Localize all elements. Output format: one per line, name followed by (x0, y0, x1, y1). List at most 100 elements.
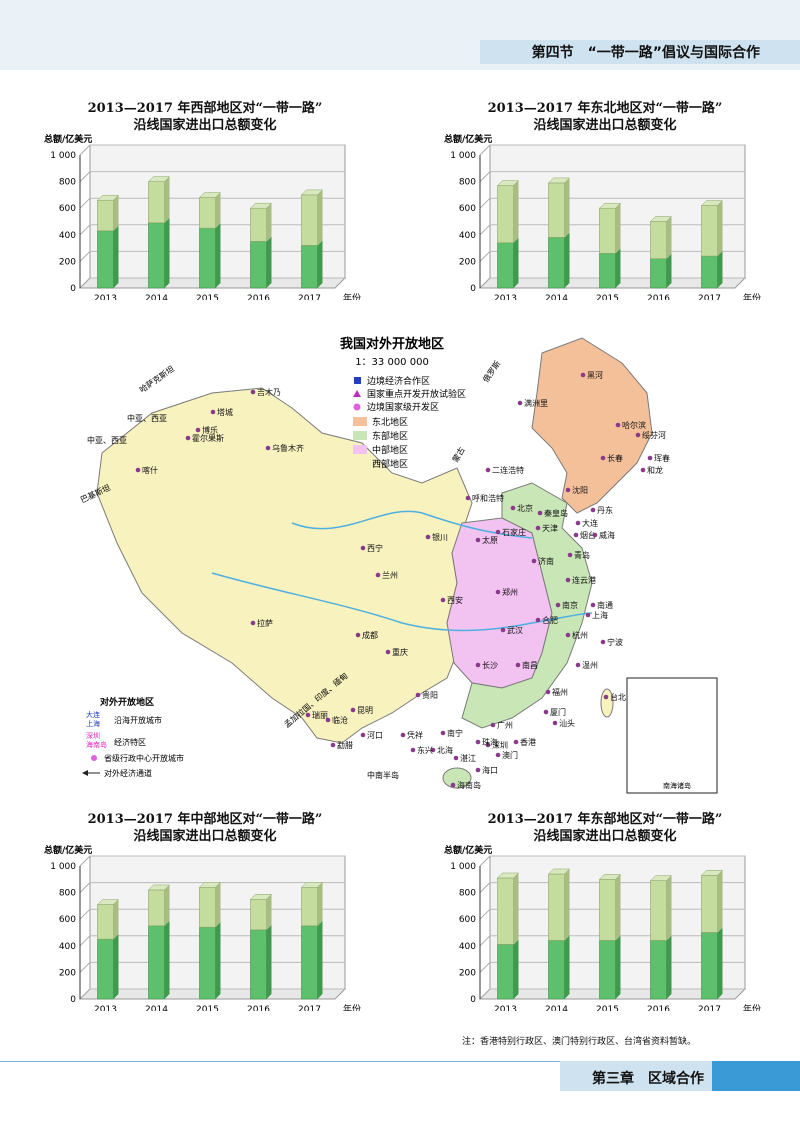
inset-label: 南海诸岛 (663, 781, 691, 790)
x-tick-label: 2014 (145, 1005, 168, 1011)
x-tick-label: 2017 (298, 294, 321, 300)
x-tick-label: 2015 (596, 1005, 619, 1011)
hainan-island (442, 767, 472, 789)
grid-line-diag (79, 251, 91, 262)
yangtze-river (211, 572, 593, 632)
bar-export-side (215, 223, 221, 288)
bar-import (599, 879, 616, 941)
city-dot (515, 662, 521, 668)
x-tick-label: 2015 (196, 294, 219, 300)
bar-import (148, 889, 165, 927)
bar-top (198, 192, 222, 198)
x-tick-label: 2017 (298, 1005, 321, 1011)
city-dot (350, 707, 356, 713)
bar-export-side (317, 240, 323, 288)
city-label: 兰州 (382, 570, 398, 580)
bar-export (148, 222, 165, 289)
bar-top (496, 872, 520, 879)
bar-top (598, 874, 622, 880)
y-tick-label: 800 (459, 889, 476, 899)
city-dot (537, 510, 543, 516)
chart-northeast: 2013—2017 年东北地区对“一带一路” 沿线国家进出口总额变化 0 200 4… (440, 100, 770, 300)
open-legend-title: 对外开放地区 (100, 696, 154, 708)
legend-sample: 深圳 (86, 731, 100, 740)
city-dot (415, 692, 421, 698)
bar-import-side (717, 870, 723, 933)
x-tick-label: 2014 (145, 294, 168, 300)
bar-import (701, 875, 718, 933)
x-tick-label: 2016 (647, 294, 670, 300)
city-label: 南昌 (522, 660, 538, 670)
legend-swatch (353, 390, 361, 397)
city-label: 绥芬河 (642, 430, 666, 440)
grid-line-diag (479, 171, 491, 182)
bar-export (599, 253, 616, 289)
city-label: 深圳 (492, 740, 508, 750)
grid-line-diag (79, 988, 91, 1000)
city-label: 喀什 (142, 465, 158, 475)
city-label: 香港 (520, 737, 536, 747)
city-label: 长沙 (482, 660, 498, 670)
city-dot (250, 389, 256, 395)
bar-export-side (113, 225, 119, 288)
legend-swatch (91, 755, 97, 761)
city-label: 济南 (538, 556, 554, 566)
bar-export-side (266, 236, 272, 288)
city-label: 博乐 (202, 425, 218, 435)
city-dot (635, 432, 641, 438)
city-dot (475, 739, 481, 745)
bar-import-side (666, 216, 672, 259)
city-label: 霍尔果斯 (192, 433, 224, 443)
city-dot (410, 747, 416, 753)
legend-label: 东部地区 (372, 430, 408, 442)
city-label: 湛江 (460, 754, 476, 763)
legend-swatch (353, 403, 361, 411)
city-dot (475, 662, 481, 668)
bar-export (650, 940, 667, 1000)
city-label: 昆明 (357, 706, 373, 715)
y-tick-label: 800 (59, 178, 76, 188)
city-dot (360, 732, 366, 738)
city-label: 武汉 (507, 625, 523, 635)
bar-export (548, 237, 565, 289)
x-tick-label: 2016 (247, 1005, 270, 1011)
y-tick-label: 1 000 (50, 862, 76, 872)
bar-export-side (666, 935, 672, 999)
city-label: 临沧 (332, 715, 348, 725)
data-note: 注：香港特别行政区、澳门特别行政区、台湾省资料暂缺。 (462, 1037, 697, 1047)
bar-import-side (266, 203, 272, 242)
city-label: 石家庄 (502, 527, 526, 537)
y-tick-label: 1 000 (50, 151, 76, 161)
city-dot (440, 730, 446, 736)
bar-import (97, 904, 114, 940)
bar-import (301, 886, 318, 927)
bar-import-side (615, 203, 621, 254)
city-dot (603, 694, 609, 700)
city-dot (585, 612, 591, 618)
bar-export-side (615, 248, 621, 288)
city-label: 温州 (582, 661, 598, 670)
x-tick-label: 2015 (196, 1005, 219, 1011)
city-label: 北海 (437, 745, 453, 755)
city-dot (647, 455, 653, 461)
corridor-label: 中亚、西亚 (127, 413, 167, 423)
y-tick-label: 1 000 (450, 151, 476, 161)
city-dot (305, 712, 311, 718)
bar-export-side (717, 251, 723, 288)
city-label: 南通 (597, 600, 613, 610)
city-label: 凭祥 (407, 730, 423, 740)
bar-chart-svg: 0 200 400 600 800 1 000 总额/亿美元 2013 2014 2015 2016… (44, 844, 361, 1011)
legend-swatch (82, 770, 88, 776)
bar-export-side (615, 935, 621, 999)
footer-tab (712, 1061, 800, 1091)
city-dot (355, 632, 361, 638)
bar-top (700, 200, 724, 206)
bar-top (147, 884, 171, 891)
bar-top (300, 189, 324, 196)
city-dot (375, 572, 381, 578)
bar-top (147, 176, 171, 182)
city-label: 青岛 (574, 550, 590, 560)
legend-label: 国家重点开发开放试验区 (367, 388, 466, 400)
bar-export-side (266, 924, 272, 999)
city-label: 西宁 (367, 543, 383, 553)
